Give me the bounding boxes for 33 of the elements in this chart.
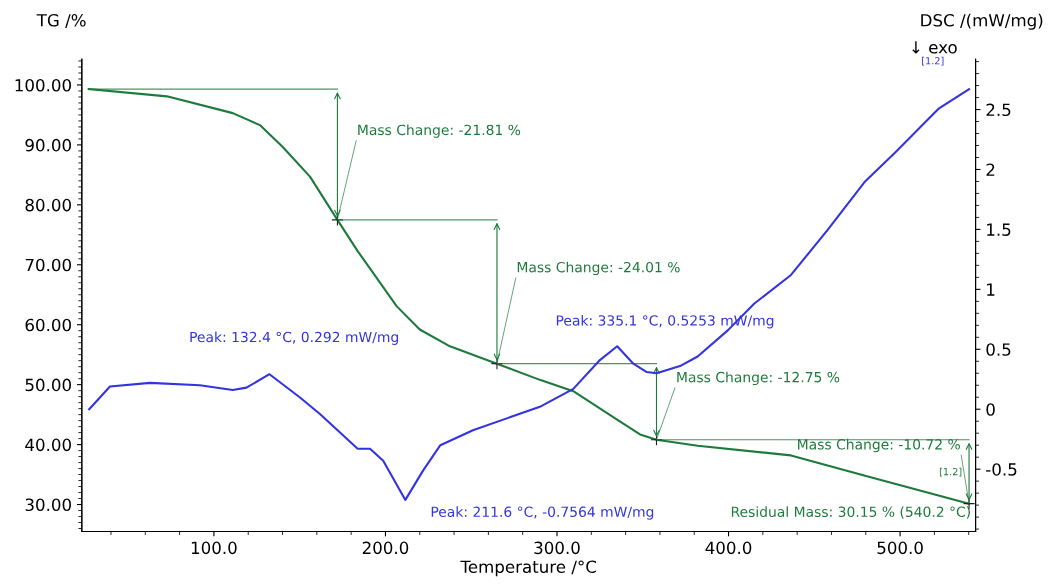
y2-axis-title: DSC /(mW/mg) [921,13,1043,30]
x-tick-label: 300.0 [534,541,580,555]
y-tick-label: 30.00 [25,498,71,512]
annotation: Mass Change: -10.72 % [798,438,960,453]
x-tick-label: 200.0 [362,541,409,555]
annotation: Mass Change: -24.01 % [517,261,680,276]
y2-tick-label: 0.5 [986,343,1011,356]
y2-tick-label: 1.5 [987,223,1011,236]
y2-tick-label: -0.5 [986,463,1017,476]
y-tick-label: 80.00 [25,198,71,212]
y-tick-label: 60.00 [25,318,71,332]
y2-tick-label: 2.5 [986,103,1011,117]
annotation: Mass Change: -21.81 % [358,124,521,138]
annotation: [1.2] [939,467,962,477]
y-tick-label: 70.00 [25,258,71,272]
y-axis-title: TG /% [36,14,86,28]
y-tick-label: 100.00 [15,78,71,92]
y-tick-label: 90.00 [25,138,71,152]
x-tick-label: 100.0 [191,541,237,555]
annotation: Peak: 132.4 °C, 0.292 mW/mg [190,331,398,345]
x-tick-label: 400.0 [705,541,752,555]
annotation: Peak: 211.6 °C, -0.7564 mW/mg [431,506,654,520]
x-axis-title: Temperature /°C [460,560,597,577]
text: ↓ exo [912,41,957,54]
y2-tick-label: 0 [986,403,995,416]
y2-tick-label: 1 [987,283,995,296]
annotation: Mass Change: -12.75 % [677,371,840,386]
x-tick-label: 500.0 [877,541,923,555]
annotation: [1.2] [922,56,944,66]
y2-tick-label: 2 [986,163,995,176]
y-tick-label: 50.00 [25,378,71,392]
annotation: Residual Mass: 30.15 % (540.2 °C) [731,506,970,519]
y-tick-label: 40.00 [25,438,71,452]
